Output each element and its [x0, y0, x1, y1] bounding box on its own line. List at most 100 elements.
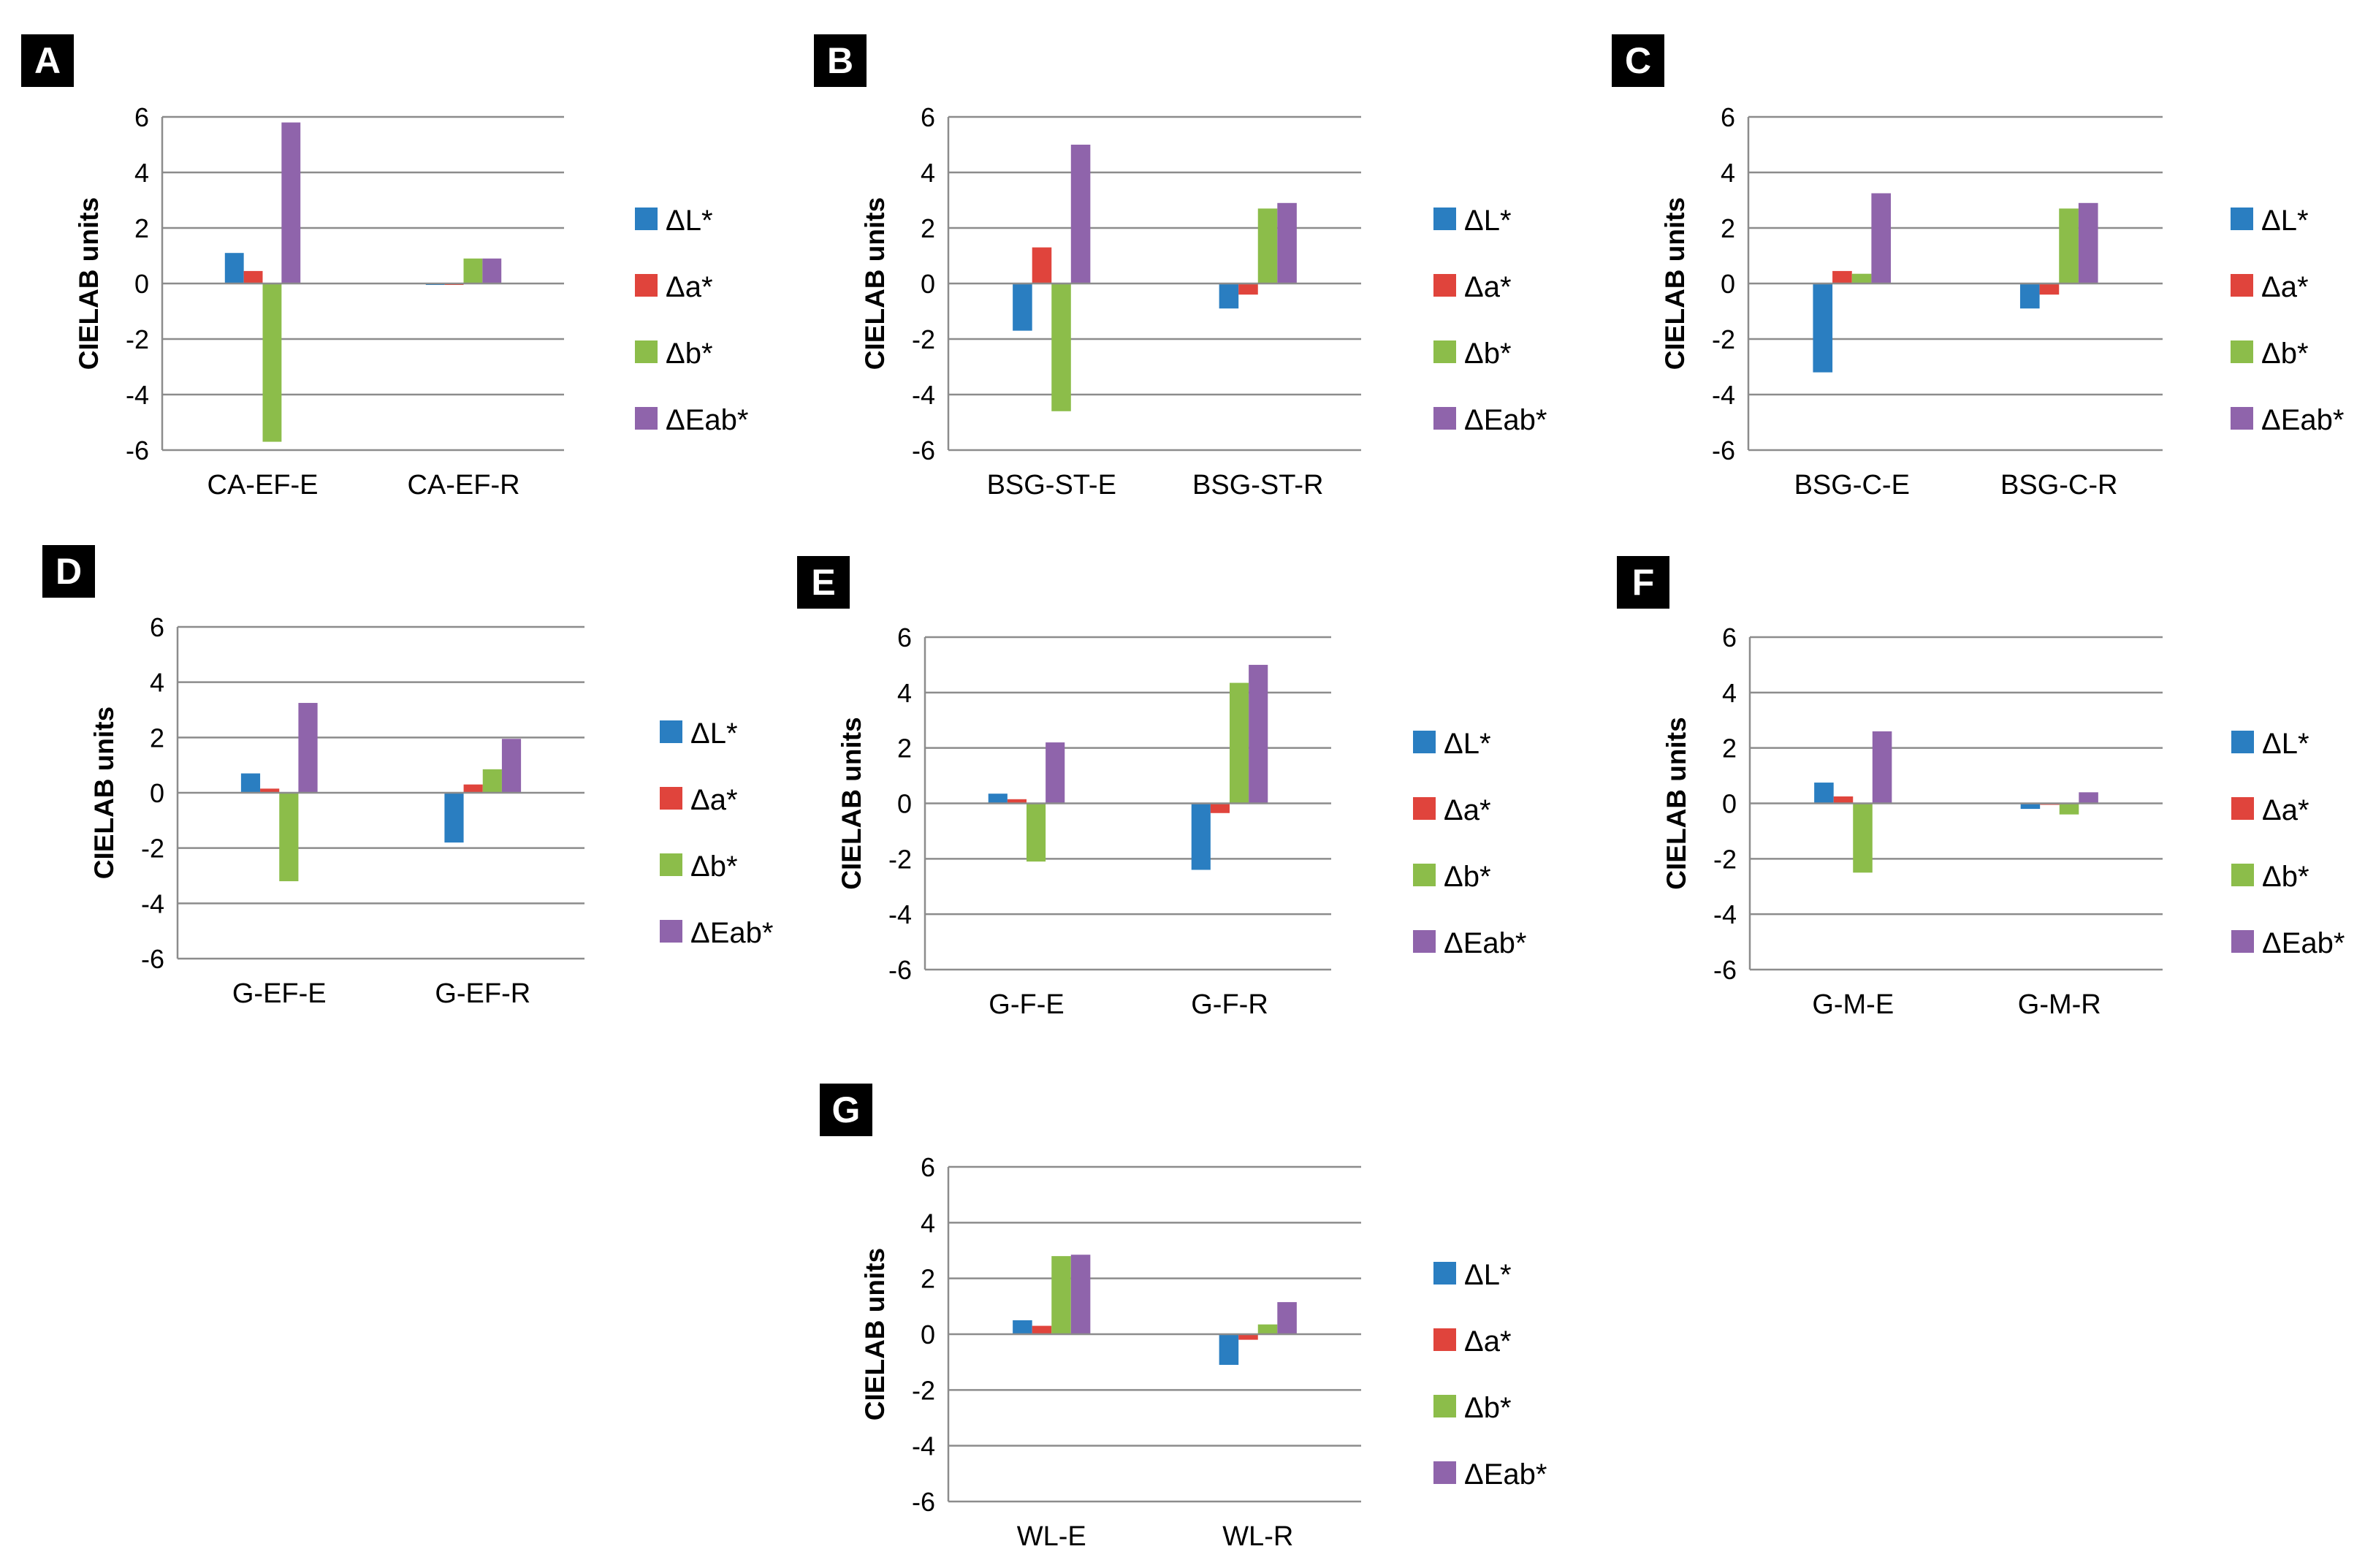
y-tick-label: -4	[912, 380, 935, 410]
legend-label: Δa*	[2261, 271, 2309, 303]
panel-letter-badge: C	[1612, 34, 1664, 87]
y-tick-label: 2	[921, 1264, 935, 1294]
legend: ΔL* Δa* Δb* ΔEab*	[1413, 728, 1526, 959]
x-category-label: G-M-R	[2018, 989, 2101, 1020]
x-category-label: BSG-ST-R	[1192, 470, 1323, 501]
legend-label: ΔL*	[1464, 1259, 1512, 1291]
panel-letter-badge: E	[797, 556, 850, 609]
panel-letter: C	[1625, 40, 1651, 81]
legend-swatch	[2231, 930, 2254, 953]
bar	[463, 258, 483, 283]
bar	[1013, 1320, 1032, 1334]
bar	[1853, 803, 1873, 873]
panel-letter-box	[42, 545, 95, 598]
legend-swatch	[1433, 208, 1456, 230]
y-tick-label: -6	[912, 1487, 935, 1517]
y-tick-label: 0	[150, 778, 164, 808]
legend: ΔL* Δa* Δb* ΔEab*	[1433, 205, 1547, 436]
bar	[224, 253, 244, 283]
bar	[260, 788, 280, 793]
legend: ΔL* Δa* Δb* ΔEab*	[2231, 728, 2345, 959]
legend: ΔL* Δa* Δb* ΔEab*	[1433, 1259, 1547, 1491]
panel-letter: A	[34, 40, 61, 81]
y-tick-label: -2	[1712, 324, 1735, 354]
y-tick-label: -6	[126, 435, 149, 465]
bar	[1257, 1324, 1278, 1334]
bar	[1257, 208, 1278, 283]
bar	[1219, 1334, 1239, 1365]
y-tick-label: -6	[1712, 435, 1735, 465]
bar	[2019, 283, 2040, 309]
legend-swatch	[1413, 930, 1436, 953]
y-tick-label: 6	[134, 102, 149, 132]
legend-label: ΔEab*	[1464, 404, 1547, 436]
y-tick-label: -6	[141, 944, 164, 974]
panel-letter-badge: B	[814, 34, 867, 87]
bar	[1851, 273, 1872, 283]
legend-swatch	[660, 720, 682, 743]
y-axis-label: CIELAB units	[74, 197, 104, 370]
x-category-label: BSG-ST-E	[987, 470, 1116, 501]
y-tick-label: -2	[888, 844, 912, 874]
x-category-label: BSG-C-R	[2000, 470, 2117, 501]
bar	[463, 784, 483, 793]
bar	[1191, 803, 1211, 870]
chart-panel-d: D 6 4 2 0 -2 -4 -6 CIELAB units G-EF-E G-EF-R ΔL* Δa…	[42, 545, 773, 1009]
y-tick-label: 6	[1722, 623, 1737, 652]
panel-letter-box	[21, 34, 74, 87]
bar	[444, 793, 464, 843]
x-category-label: BSG-C-E	[1794, 470, 1910, 501]
panel-letter-badge: A	[21, 34, 74, 87]
y-tick-label: 4	[897, 678, 912, 708]
bar	[1051, 283, 1071, 411]
y-tick-label: 0	[921, 269, 935, 299]
bar	[482, 769, 502, 793]
panel-letter: G	[832, 1089, 861, 1130]
bar	[279, 793, 299, 882]
legend-swatch	[635, 274, 658, 297]
y-axis-label: CIELAB units	[89, 707, 119, 879]
panel-letter: E	[811, 562, 835, 603]
legend-label: ΔL*	[690, 718, 738, 750]
legend-label: Δa*	[1444, 794, 1491, 826]
legend-label: ΔEab*	[1444, 927, 1526, 959]
bar	[988, 793, 1008, 804]
y-tick-label: -2	[1713, 844, 1737, 874]
bar	[2020, 803, 2041, 810]
legend-label: Δb*	[666, 338, 713, 370]
y-tick-label: -4	[1712, 380, 1735, 410]
y-tick-label: -6	[888, 955, 912, 985]
y-tick-label: 6	[150, 612, 164, 642]
chart-panel-a: A 6 4 2 0 -2 -4 -6 CIELAB units CA-EF-E CA-EF-R ΔL*…	[21, 34, 748, 501]
legend-label: ΔEab*	[1464, 1458, 1547, 1491]
panel-letter: B	[827, 40, 853, 81]
bar	[1871, 193, 1892, 283]
y-tick-label: -2	[912, 324, 935, 354]
x-category-label: G-F-R	[1191, 989, 1268, 1020]
y-axis-label: CIELAB units	[860, 197, 890, 370]
y-tick-label: 2	[134, 213, 149, 243]
y-tick-label: 6	[1721, 102, 1735, 132]
legend-swatch	[1413, 864, 1436, 886]
panel-letter-box	[1617, 556, 1669, 609]
bar	[1070, 145, 1091, 283]
y-tick-label: -4	[888, 899, 912, 929]
legend-label: Δb*	[1464, 338, 1512, 370]
legend-label: ΔL*	[1464, 205, 1512, 237]
legend-label: ΔEab*	[666, 404, 748, 436]
legend-label: Δb*	[690, 850, 738, 883]
bar	[501, 739, 522, 793]
y-tick-label: -2	[126, 324, 149, 354]
y-tick-label: -2	[912, 1375, 935, 1405]
legend-swatch	[2231, 208, 2253, 230]
bar	[1238, 283, 1258, 295]
legend-swatch	[2231, 274, 2253, 297]
bar	[1249, 664, 1268, 804]
y-tick-label: -4	[1713, 899, 1737, 929]
legend-swatch	[2231, 864, 2254, 886]
y-tick-label: 6	[921, 1152, 935, 1182]
y-tick-label: 0	[897, 789, 912, 819]
bar	[1833, 796, 1854, 804]
bar	[2078, 202, 2098, 283]
